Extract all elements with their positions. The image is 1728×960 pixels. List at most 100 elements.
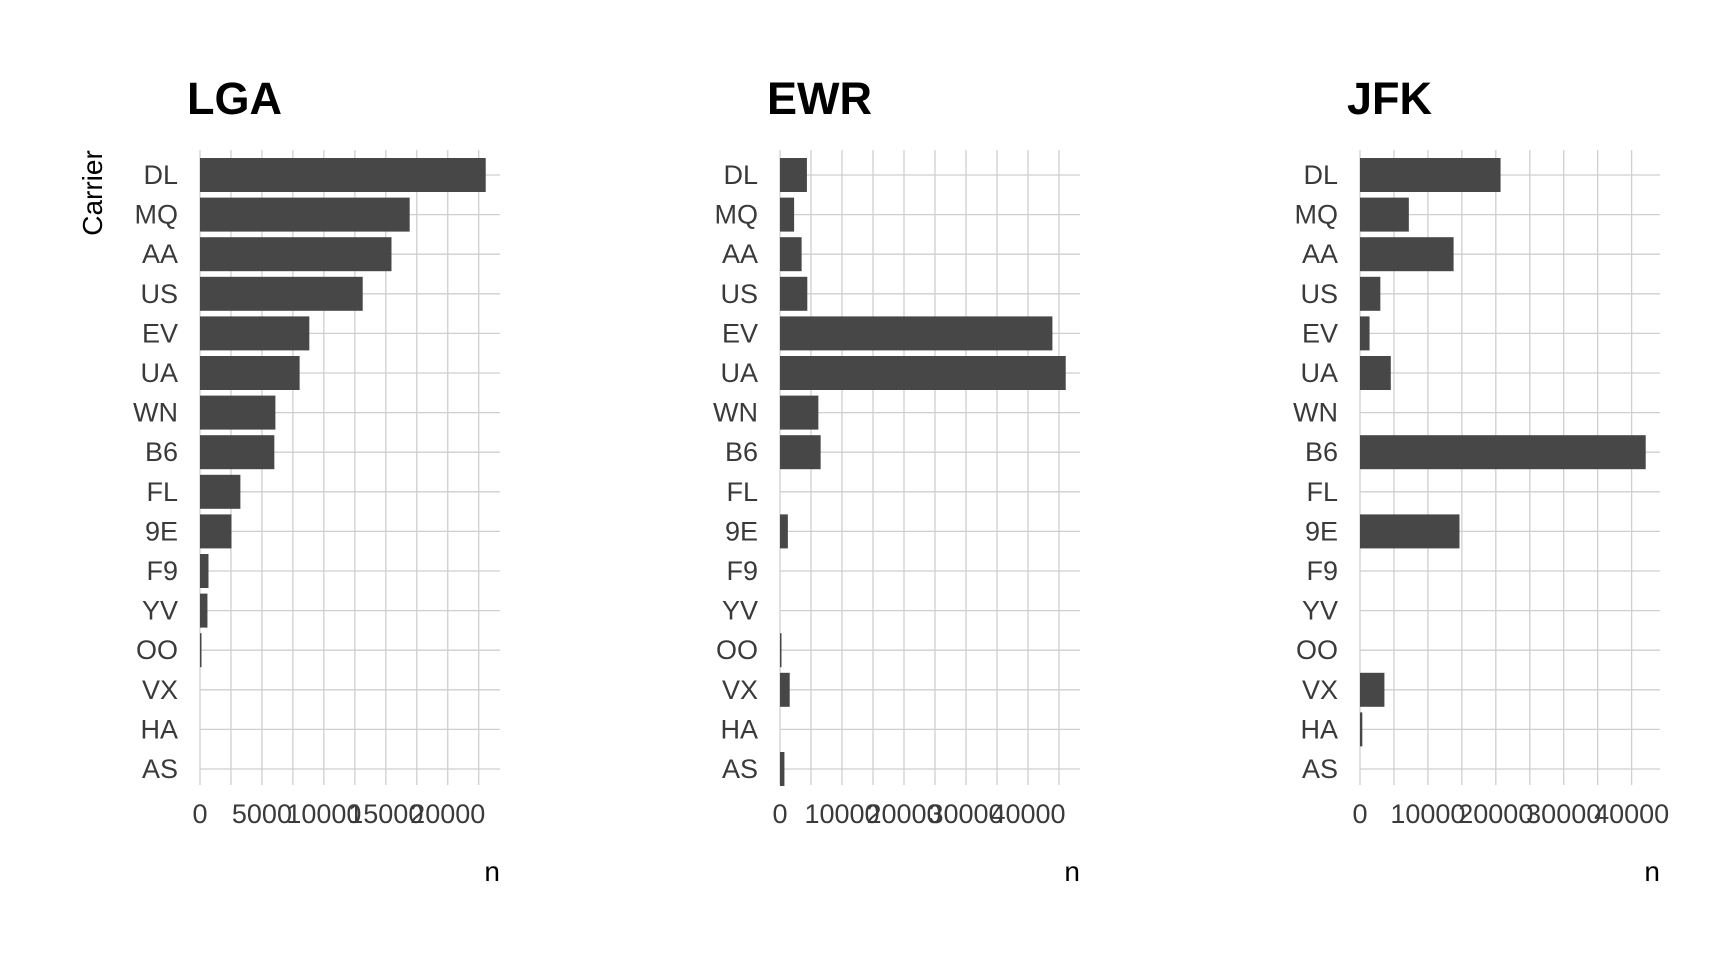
bar-vx	[780, 672, 790, 707]
panel-title: JFK	[1347, 73, 1433, 124]
category-label: WN	[133, 398, 178, 428]
bar-mq	[200, 197, 410, 232]
category-label: DL	[1303, 160, 1338, 190]
category-label: VX	[1302, 675, 1338, 705]
category-label: AS	[142, 754, 178, 784]
bar-dl	[200, 158, 486, 192]
bar-wn	[780, 395, 819, 430]
panel-title: EWR	[767, 73, 872, 124]
x-tick-label: 20000	[410, 799, 485, 829]
category-label: UA	[140, 358, 178, 388]
category-label: EV	[142, 318, 178, 348]
category-label: YV	[1302, 596, 1338, 626]
x-tick-label: 5000	[232, 799, 292, 829]
bar-us	[200, 276, 363, 311]
category-label: AA	[142, 239, 178, 269]
category-label: HA	[140, 714, 178, 744]
category-label: YV	[722, 596, 758, 626]
bar-ua	[780, 356, 1066, 390]
x-tick-label: 30000	[928, 799, 1003, 829]
category-label: OO	[1296, 635, 1338, 665]
category-label: F9	[726, 556, 758, 586]
x-tick-label: 40000	[990, 799, 1065, 829]
category-label: AA	[1302, 239, 1338, 269]
category-label: UA	[720, 358, 758, 388]
bar-vx	[1360, 672, 1385, 707]
category-label: FL	[1306, 477, 1338, 507]
category-label: EV	[1302, 318, 1338, 348]
bar-b6	[1360, 435, 1646, 470]
bar-ha	[1360, 712, 1363, 747]
category-label: AS	[722, 754, 758, 784]
category-label: WN	[713, 398, 758, 428]
x-axis-title: n	[1644, 856, 1660, 887]
category-label: AS	[1302, 754, 1338, 784]
category-label: B6	[725, 437, 758, 467]
category-label: MQ	[715, 200, 759, 230]
category-label: US	[140, 279, 178, 309]
panel-lga: DL MQ AA US EV UA WN B6 FL 9E F9 YV OO VX HA AS 0 5000100…	[77, 73, 500, 887]
category-label: FL	[146, 477, 178, 507]
bar-ua	[1360, 356, 1391, 390]
x-tick-label: 10000	[1390, 799, 1465, 829]
category-label: WN	[1293, 398, 1338, 428]
x-tick-label: 0	[772, 799, 787, 829]
x-tick-label: 30000	[1526, 799, 1601, 829]
bar-aa	[200, 237, 392, 272]
bar-mq	[780, 197, 795, 232]
category-label: MQ	[1295, 200, 1339, 230]
bar-us	[1360, 276, 1381, 311]
category-label: 9E	[145, 516, 178, 546]
bar-yv	[200, 593, 208, 628]
category-label: 9E	[725, 516, 758, 546]
bar-9e	[780, 514, 788, 549]
category-label: VX	[722, 675, 758, 705]
x-axis-title: n	[484, 856, 500, 887]
category-label: OO	[716, 635, 758, 665]
bar-mq	[1360, 197, 1409, 232]
x-tick-label: 20000	[1458, 799, 1533, 829]
bar-b6	[200, 435, 275, 470]
bar-9e	[200, 514, 232, 549]
category-label: DL	[723, 160, 758, 190]
bar-f9	[200, 554, 209, 588]
panel-jfk: DL MQ AA US EV UA WN B6 FL 9E F9 YV OO VX HA AS 0 1000020…	[1293, 73, 1669, 887]
x-tick-label: 0	[192, 799, 207, 829]
x-tick-label: 0	[1352, 799, 1367, 829]
x-tick-label: 40000	[1594, 799, 1669, 829]
category-label: MQ	[135, 200, 179, 230]
category-label: B6	[1305, 437, 1338, 467]
bar-ua	[200, 356, 300, 390]
bar-aa	[780, 237, 802, 272]
category-label: OO	[136, 635, 178, 665]
bar-b6	[780, 435, 821, 470]
category-label: HA	[720, 714, 758, 744]
x-tick-label: 15000	[348, 799, 423, 829]
category-label: DL	[143, 160, 178, 190]
category-label: EV	[722, 318, 758, 348]
y-axis-title: Carrier	[77, 150, 108, 236]
category-label: UA	[1300, 358, 1338, 388]
bar-aa	[1360, 237, 1454, 272]
category-label: AA	[722, 239, 758, 269]
bar-as	[780, 752, 785, 786]
bar-us	[780, 276, 808, 311]
bar-9e	[1360, 514, 1460, 549]
category-label: YV	[142, 596, 178, 626]
category-label: HA	[1300, 714, 1338, 744]
category-label: B6	[145, 437, 178, 467]
category-label: US	[1300, 279, 1338, 309]
category-label: F9	[1306, 556, 1338, 586]
bar-oo	[780, 633, 782, 668]
category-label: F9	[146, 556, 178, 586]
x-tick-label: 20000	[866, 799, 941, 829]
bar-fl	[200, 474, 241, 509]
bar-ev	[200, 316, 310, 351]
panel-ewr: DL MQ AA US EV UA WN B6 FL 9E F9 YV OO VX HA AS 0 1000020…	[713, 73, 1080, 887]
category-label: FL	[726, 477, 758, 507]
bar-ev	[780, 316, 1053, 351]
bar-dl	[1360, 158, 1501, 192]
panel-title: LGA	[187, 73, 282, 124]
category-label: US	[720, 279, 758, 309]
